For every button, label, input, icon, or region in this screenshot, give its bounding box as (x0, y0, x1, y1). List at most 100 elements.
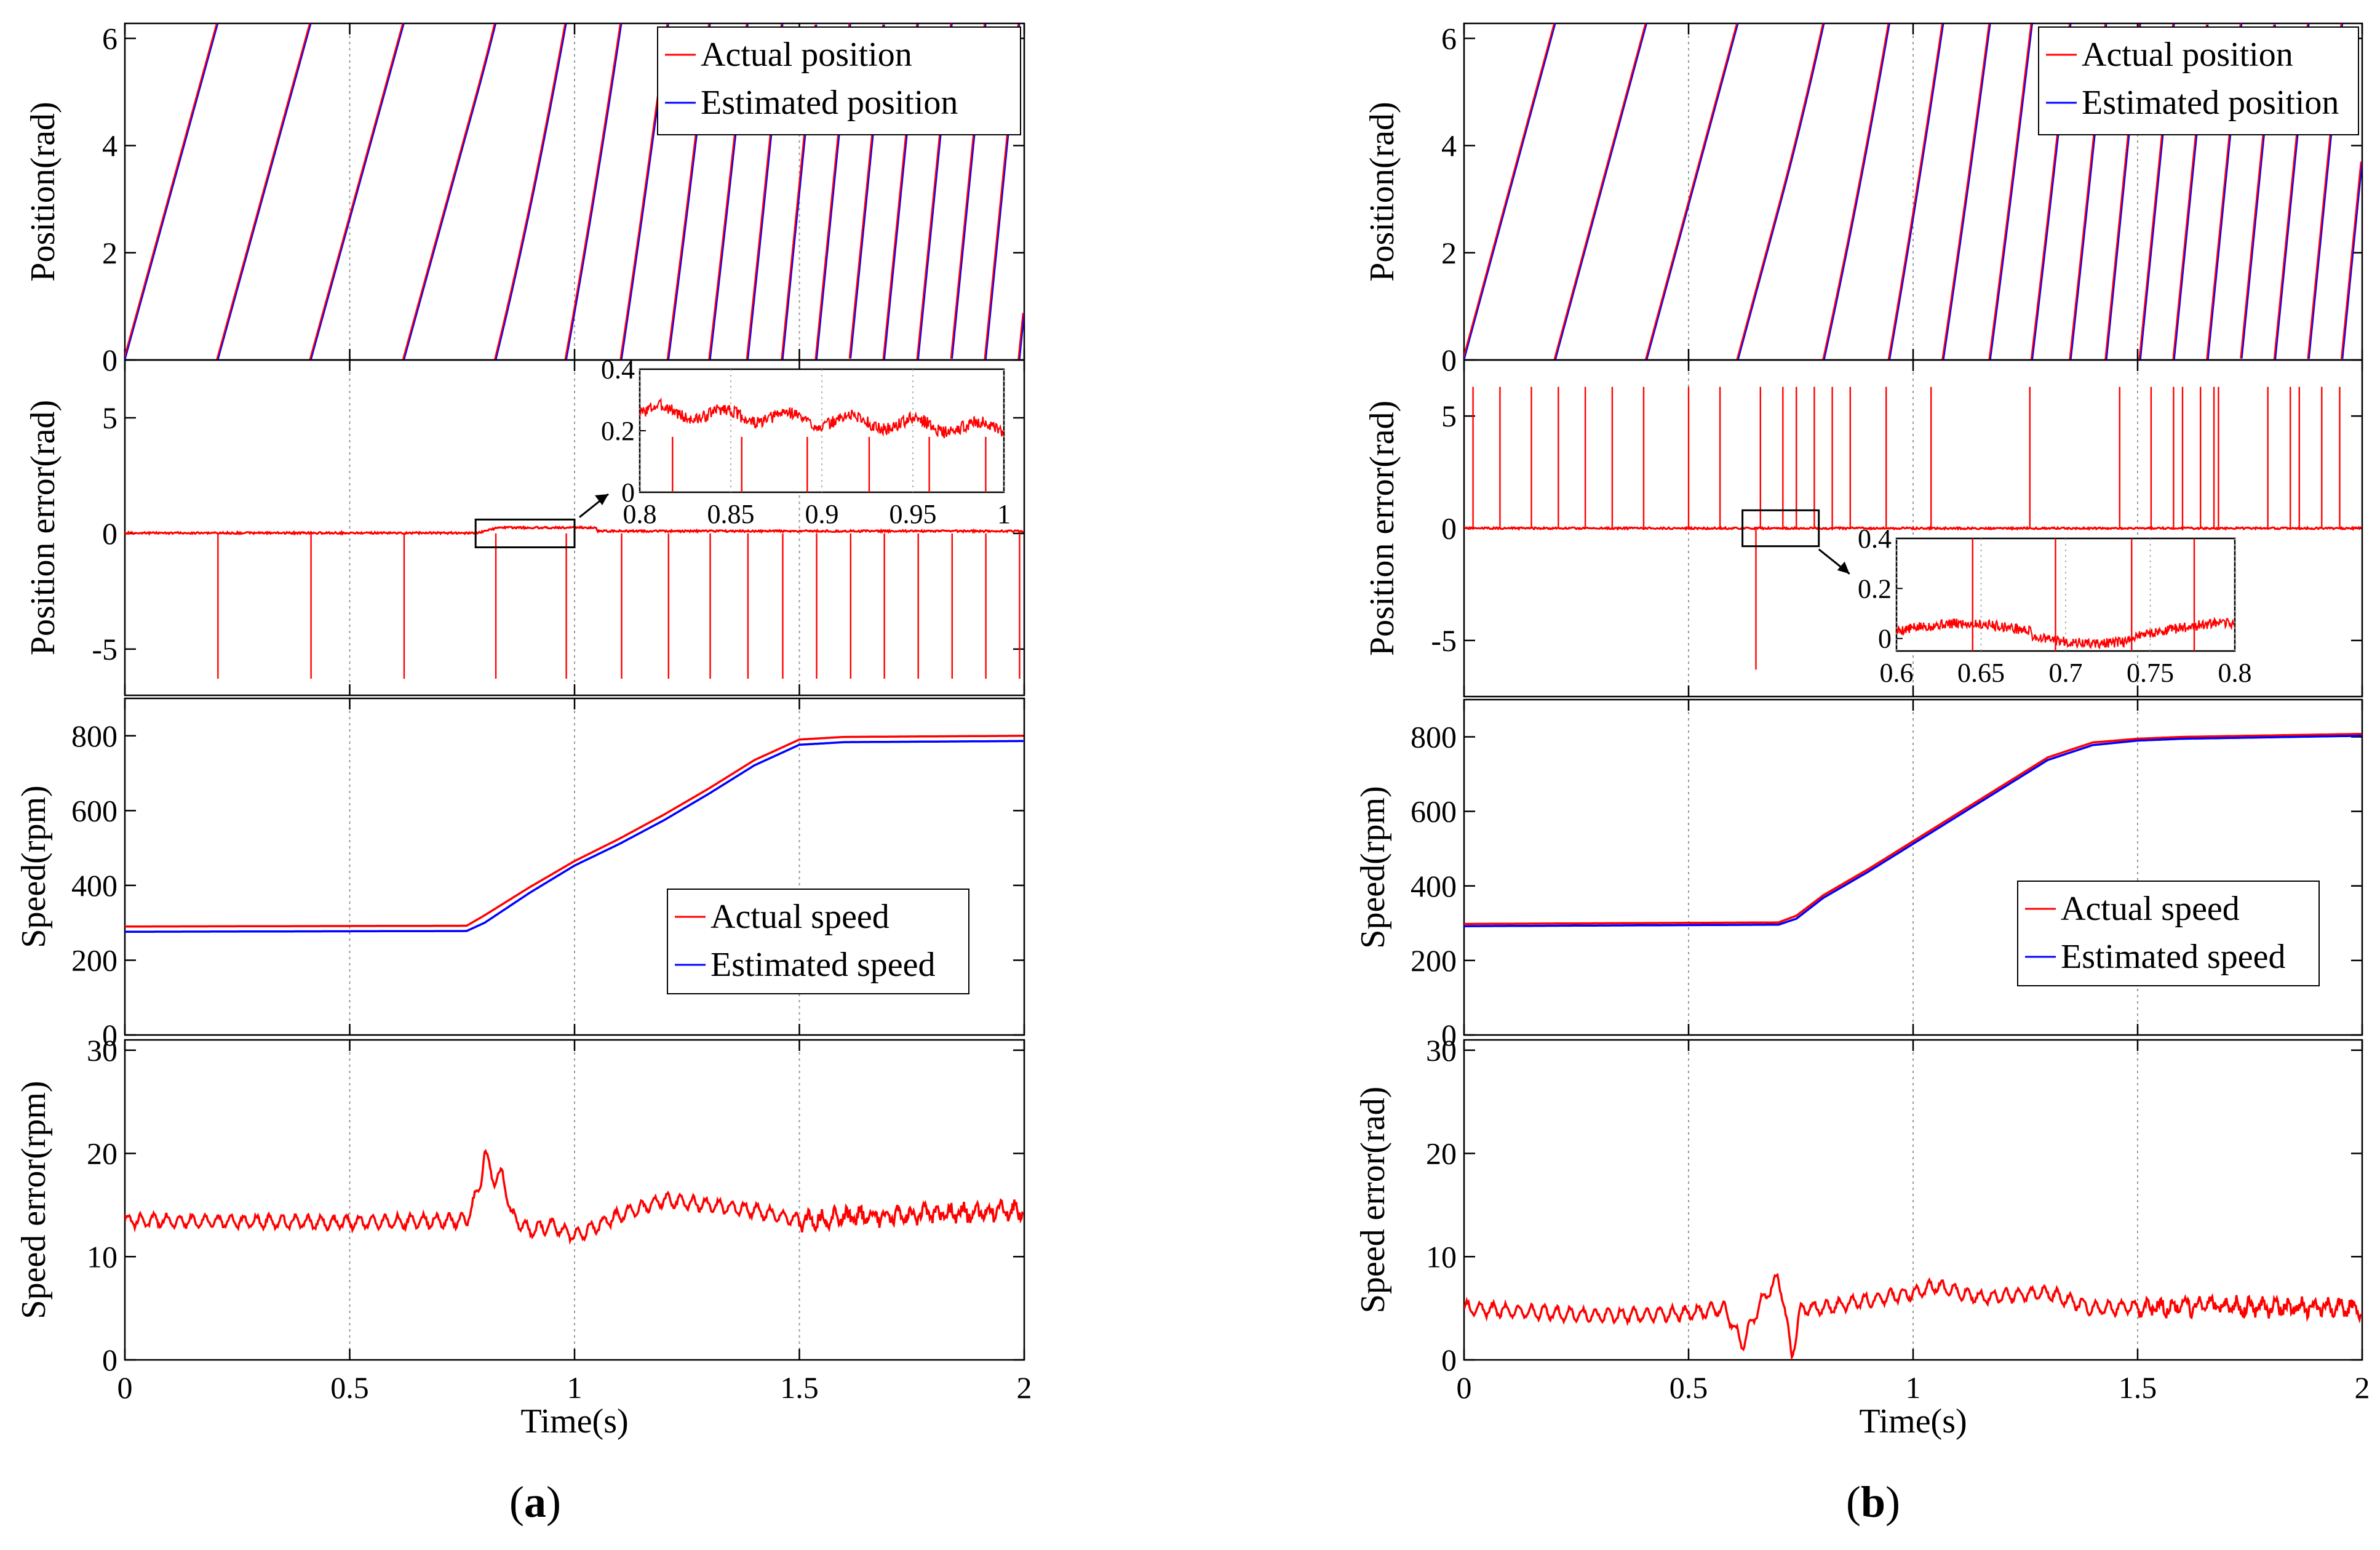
x-tick-label: 1 (1906, 1370, 1921, 1405)
y-tick-label: 30 (87, 1033, 117, 1068)
panel-caption: (a) (509, 1477, 561, 1527)
y-tick-label: 0 (1441, 1018, 1457, 1052)
legend-box (667, 889, 969, 994)
legend-box (2017, 881, 2320, 986)
series-actual-position (125, 23, 1024, 360)
inset-x-tick-label: 0.9 (805, 499, 839, 529)
y-tick-label: 0 (1441, 511, 1457, 546)
y-tick-label: 800 (71, 719, 117, 753)
series-estimated-speed (125, 740, 1024, 933)
x-tick-label: 0 (1457, 1370, 1472, 1405)
inset-y-tick-label: 0 (621, 477, 635, 508)
y-tick-label: 20 (87, 1137, 117, 1171)
y-tick-label: 5 (102, 401, 117, 435)
legend-label: Actual speed (710, 898, 890, 936)
subplot-2: -5 0 5 Position error(rad) 0.6 0.65 0.7 0.75 0.8… (1363, 359, 2363, 698)
legend-label: Actual position (701, 36, 912, 74)
inset-x-tick-label: 0.95 (890, 499, 937, 529)
inset-y-tick-label: 0.4 (601, 354, 635, 385)
y-tick-label: 400 (1411, 869, 1457, 903)
y-tick-label: 0 (102, 343, 117, 377)
inset-x-tick-label: 0.8 (2218, 658, 2252, 688)
x-tick-label: 2 (2355, 1370, 2370, 1405)
y-axis-label: Position(rad) (1363, 102, 1401, 281)
legend-label: Estimated speed (710, 946, 935, 984)
y-tick-label: 2 (102, 236, 117, 270)
series-estimated-position (125, 23, 1024, 360)
subplot-3: 0 200 400 600 800 Speed(rpm) Actual speed Estim… (15, 697, 1025, 1052)
y-tick-label: 4 (1441, 129, 1457, 163)
inset-x-tick-label: 0.8 (623, 499, 657, 529)
y-tick-label: 200 (71, 943, 117, 977)
y-axis-label: Speed error(rpm) (15, 1081, 53, 1319)
subplot-4: 0 10 20 30 Speed error(rad) 0 0.5 1 1.5 2 Time(s) (1354, 1033, 2370, 1440)
inset-x-tick-label: 1 (997, 499, 1011, 529)
y-tick-label: 30 (1426, 1033, 1457, 1068)
x-tick-label: 0 (117, 1370, 133, 1405)
legend: Actual position Estimated position (657, 26, 1021, 135)
y-tick-label: 0 (102, 516, 117, 551)
caption-letter: b (1861, 1477, 1885, 1527)
y-tick-label: 20 (1426, 1137, 1457, 1171)
y-tick-label: 4 (102, 129, 117, 163)
subplot-4: 0 10 20 30 Speed error(rpm) 0 0.5 1 1.5 2 Time(s) (15, 1033, 1032, 1440)
plot-area (125, 1149, 1024, 1245)
x-tick-label: 1.5 (2119, 1370, 2157, 1405)
inset: 0.8 0.85 0.9 0.95 1 0 0.2 0.4 (601, 354, 1011, 529)
y-tick-label: -5 (1431, 623, 1457, 658)
y-tick-label: 2 (1441, 236, 1457, 270)
inset-y-tick-label: 0.2 (601, 416, 635, 446)
y-tick-label: 6 (1441, 21, 1457, 55)
panel-b: 0 2 4 6 Position(rad) Actual position Estimate… (1354, 21, 2370, 1527)
series-actual-speed (125, 735, 1024, 928)
inset-x-tick-label: 0.75 (2127, 658, 2174, 688)
y-axis-label: Speed(rpm) (1354, 786, 1392, 948)
inset-error-trace (1896, 617, 2235, 650)
y-tick-label: 0 (1441, 1343, 1457, 1377)
caption-paren: ( (1846, 1477, 1861, 1527)
inset: 0.6 0.65 0.7 0.75 0.8 0 0.2 0.4 (1858, 524, 2252, 688)
zoom-box (474, 518, 576, 548)
legend-label: Estimated position (2082, 84, 2339, 122)
y-tick-label: 6 (102, 21, 117, 55)
y-axis-label: Speed error(rad) (1354, 1087, 1392, 1313)
y-tick-label: 600 (1411, 794, 1457, 829)
y-tick-label: -5 (92, 632, 117, 666)
legend-label: Estimated speed (2061, 938, 2285, 976)
legend-label: Actual speed (2061, 890, 2240, 928)
legend-box (657, 26, 1021, 135)
legend-label: Estimated position (701, 84, 958, 122)
plot-area (1464, 1272, 2362, 1360)
y-axis-label: Position(rad) (24, 102, 62, 281)
subplot-1: 0 2 4 6 Position(rad) Actual position Estimate… (24, 21, 1025, 377)
x-axis-label: Time(s) (1859, 1402, 1967, 1440)
y-tick-label: 5 (1441, 399, 1457, 433)
y-tick-label: 400 (71, 868, 117, 903)
inset-plot (640, 397, 1004, 492)
plot-area (125, 735, 1024, 933)
series-speed-error (1464, 1272, 2362, 1360)
plot-area (1464, 23, 2362, 360)
x-tick-label: 1.5 (780, 1370, 819, 1405)
zoom-arrow-head (595, 494, 608, 505)
y-axis-label: Speed(rpm) (15, 785, 53, 948)
inset-y-tick-label: 0.4 (1858, 524, 1892, 554)
x-axis-label: Time(s) (520, 1402, 628, 1440)
y-tick-label: 200 (1411, 943, 1457, 978)
series-estimated-position (1464, 23, 2362, 360)
subplot-3: 0 200 400 600 800 Speed(rpm) Actual speed Estim… (1354, 698, 2363, 1052)
legend: Actual speed Estimated speed (2017, 881, 2320, 986)
y-tick-label: 0 (102, 1018, 117, 1052)
series-actual-speed (1464, 732, 2362, 925)
plot-area (125, 23, 1024, 360)
inset-x-tick-label: 0.85 (707, 499, 755, 529)
plot-area (1464, 732, 2362, 927)
caption-paren: ) (546, 1477, 561, 1527)
caption-letter: a (524, 1477, 546, 1527)
inset-y-tick-label: 0.2 (1858, 573, 1892, 604)
series-actual-position (1464, 23, 2362, 360)
y-tick-label: 800 (1411, 720, 1457, 754)
inset-plot (1896, 538, 2235, 651)
